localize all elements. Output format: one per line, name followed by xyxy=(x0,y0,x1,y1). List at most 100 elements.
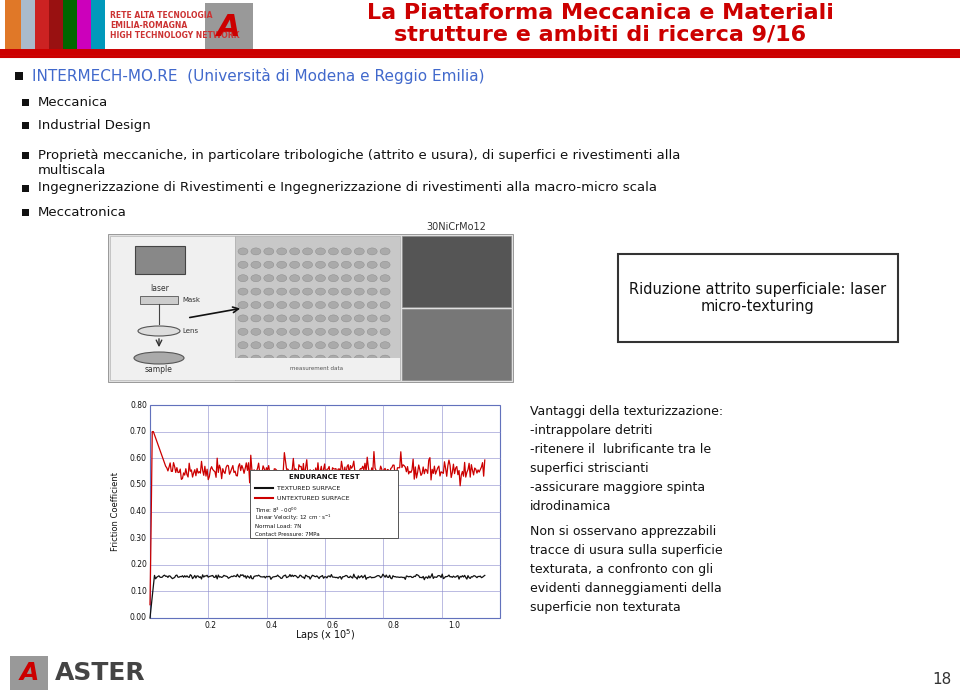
Ellipse shape xyxy=(328,328,339,335)
Text: 0.50: 0.50 xyxy=(130,480,147,489)
Text: 0.10: 0.10 xyxy=(131,587,147,596)
Ellipse shape xyxy=(354,288,364,295)
Text: 0.80: 0.80 xyxy=(131,400,147,410)
Text: Riduzione attrito superficiale: laser
micro-texturing: Riduzione attrito superficiale: laser mi… xyxy=(630,282,887,314)
Ellipse shape xyxy=(290,368,300,375)
Ellipse shape xyxy=(328,302,339,309)
Ellipse shape xyxy=(316,342,325,349)
Ellipse shape xyxy=(380,355,390,362)
Ellipse shape xyxy=(238,261,248,268)
Text: Contact Pressure: 7MPa: Contact Pressure: 7MPa xyxy=(255,531,320,537)
Ellipse shape xyxy=(316,274,325,281)
Text: 0.40: 0.40 xyxy=(130,507,147,516)
Ellipse shape xyxy=(328,248,339,255)
Text: HIGH TECHNOLOGY NETWORK: HIGH TECHNOLOGY NETWORK xyxy=(110,31,239,39)
Text: 30NiCrMo12: 30NiCrMo12 xyxy=(426,222,486,232)
Ellipse shape xyxy=(238,328,248,335)
Text: Meccanica: Meccanica xyxy=(38,95,108,108)
Text: 0.2: 0.2 xyxy=(204,622,217,631)
Bar xyxy=(49,0,63,52)
Ellipse shape xyxy=(367,261,377,268)
Ellipse shape xyxy=(302,288,313,295)
Bar xyxy=(402,236,511,307)
Bar xyxy=(22,209,29,216)
Text: laser: laser xyxy=(151,284,169,293)
Text: Industrial Design: Industrial Design xyxy=(38,118,151,132)
Ellipse shape xyxy=(264,342,274,349)
Ellipse shape xyxy=(354,261,364,268)
Text: Linear Velocity: 12 cm $\cdot$ s$^{-1}$: Linear Velocity: 12 cm $\cdot$ s$^{-1}$ xyxy=(255,513,332,524)
Ellipse shape xyxy=(316,288,325,295)
Ellipse shape xyxy=(251,355,261,362)
Ellipse shape xyxy=(276,274,287,281)
Ellipse shape xyxy=(354,342,364,349)
Ellipse shape xyxy=(328,355,339,362)
Ellipse shape xyxy=(290,328,300,335)
Ellipse shape xyxy=(264,302,274,309)
Ellipse shape xyxy=(238,315,248,322)
Text: Normal Load: 7N: Normal Load: 7N xyxy=(255,524,301,528)
Ellipse shape xyxy=(380,302,390,309)
Ellipse shape xyxy=(316,328,325,335)
Ellipse shape xyxy=(342,355,351,362)
Bar xyxy=(35,0,49,52)
Ellipse shape xyxy=(264,328,274,335)
Ellipse shape xyxy=(238,355,248,362)
Text: measurement data: measurement data xyxy=(291,367,344,372)
Ellipse shape xyxy=(316,248,325,255)
Ellipse shape xyxy=(276,328,287,335)
Ellipse shape xyxy=(316,368,325,375)
Ellipse shape xyxy=(290,261,300,268)
Text: 0.6: 0.6 xyxy=(326,622,339,631)
Ellipse shape xyxy=(264,315,274,322)
Bar xyxy=(22,99,29,106)
Ellipse shape xyxy=(342,288,351,295)
Ellipse shape xyxy=(251,288,261,295)
Ellipse shape xyxy=(380,288,390,295)
Bar xyxy=(250,470,398,538)
Ellipse shape xyxy=(328,274,339,281)
Ellipse shape xyxy=(290,288,300,295)
Text: ASTER: ASTER xyxy=(55,661,146,685)
Ellipse shape xyxy=(302,328,313,335)
Bar xyxy=(110,236,235,380)
Text: 0.70: 0.70 xyxy=(130,427,147,436)
Bar xyxy=(77,0,91,52)
Ellipse shape xyxy=(138,326,180,336)
Ellipse shape xyxy=(354,302,364,309)
Ellipse shape xyxy=(251,315,261,322)
Ellipse shape xyxy=(342,248,351,255)
Ellipse shape xyxy=(354,328,364,335)
Text: Proprietà meccaniche, in particolare tribologiche (attrito e usura), di superfic: Proprietà meccaniche, in particolare tri… xyxy=(38,148,681,162)
Ellipse shape xyxy=(354,315,364,322)
Ellipse shape xyxy=(276,342,287,349)
Ellipse shape xyxy=(238,302,248,309)
Text: UNTEXTURED SURFACE: UNTEXTURED SURFACE xyxy=(277,496,349,500)
Bar xyxy=(22,152,29,159)
Bar xyxy=(10,656,48,690)
Bar xyxy=(235,236,400,380)
Ellipse shape xyxy=(276,288,287,295)
Text: 0.30: 0.30 xyxy=(130,533,147,542)
Ellipse shape xyxy=(290,274,300,281)
Ellipse shape xyxy=(367,328,377,335)
Ellipse shape xyxy=(290,355,300,362)
Ellipse shape xyxy=(342,274,351,281)
Text: La Piattaforma Meccanica e Materiali: La Piattaforma Meccanica e Materiali xyxy=(367,3,833,23)
Bar xyxy=(402,309,511,380)
Ellipse shape xyxy=(264,261,274,268)
Text: Friction Coefficient: Friction Coefficient xyxy=(110,472,119,551)
Ellipse shape xyxy=(264,288,274,295)
Ellipse shape xyxy=(316,302,325,309)
Ellipse shape xyxy=(276,261,287,268)
Ellipse shape xyxy=(354,274,364,281)
Ellipse shape xyxy=(251,261,261,268)
Ellipse shape xyxy=(238,342,248,349)
Ellipse shape xyxy=(380,328,390,335)
Ellipse shape xyxy=(276,315,287,322)
Ellipse shape xyxy=(354,368,364,375)
Text: INTERMECH-MO.RE  (Università di Modena e Reggio Emilia): INTERMECH-MO.RE (Università di Modena e … xyxy=(32,68,485,84)
Ellipse shape xyxy=(302,368,313,375)
Ellipse shape xyxy=(251,328,261,335)
Ellipse shape xyxy=(290,248,300,255)
